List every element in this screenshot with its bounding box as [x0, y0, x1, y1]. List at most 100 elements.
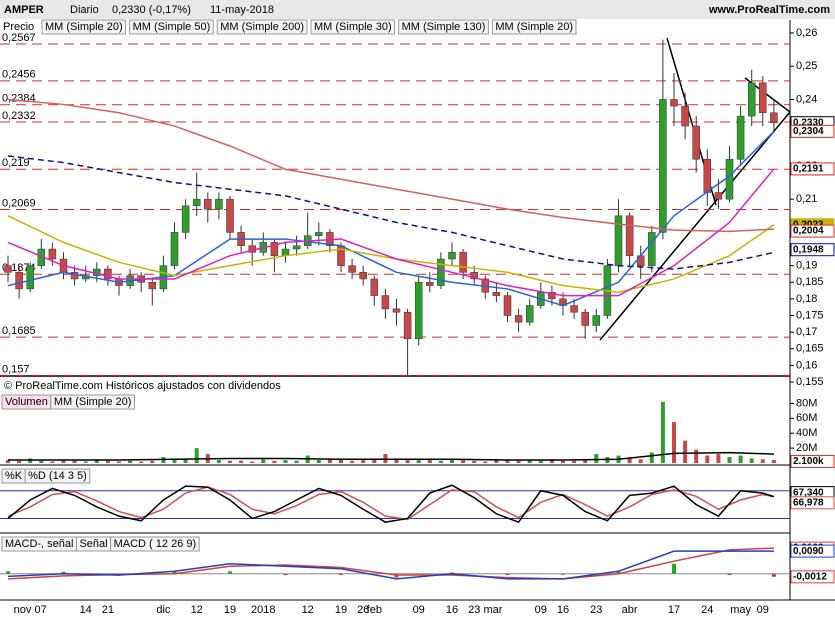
candle-body — [725, 159, 734, 200]
symbol: AMPER — [4, 4, 44, 16]
candle-body — [403, 311, 412, 340]
x-tick-label: 16 — [557, 604, 569, 616]
moving-average — [7, 168, 775, 297]
candle-body — [437, 258, 445, 286]
x-tick-label: 14 — [80, 604, 92, 616]
volume-bar — [194, 448, 199, 463]
candle-body — [181, 205, 190, 233]
legend-box — [491, 19, 577, 35]
y-tick-label: 0,26 — [796, 27, 817, 39]
volume-bar — [94, 459, 99, 463]
histogram-bar — [6, 571, 10, 574]
volume-bar — [638, 459, 643, 463]
candle-body — [26, 265, 34, 290]
histogram-bar — [339, 573, 343, 576]
x-tick-label: feb — [367, 604, 382, 616]
x-tick-label: 2018 — [251, 604, 275, 616]
value-badge — [790, 162, 835, 176]
candle-body — [459, 252, 467, 273]
volume-bar — [117, 461, 121, 463]
x-tick-label: 16 — [446, 604, 458, 616]
legend-entry: MM (Simple 200) — [220, 21, 304, 33]
volume-bar — [361, 460, 366, 463]
y-tick-label: 40M — [796, 427, 817, 439]
level-label: 0,219 — [2, 157, 30, 169]
footer: © ProRealTime.com Históricos ajustados c… — [4, 380, 281, 392]
x-tick-label: 19 — [335, 604, 347, 616]
macd-line — [7, 550, 774, 580]
site: www.ProRealTime.com — [708, 4, 830, 16]
volume-bar — [39, 460, 44, 463]
x-tick-label: may — [730, 604, 751, 616]
volume-bar — [771, 460, 776, 463]
legend-entry: Volumen — [5, 396, 48, 408]
y-tick-label: 0,25 — [796, 60, 817, 72]
level-label: 0,157 — [2, 363, 30, 375]
candle-body — [292, 245, 301, 250]
volume-bar — [494, 460, 499, 463]
volume-bar — [416, 459, 421, 463]
y-tick-label: 0,175 — [796, 309, 824, 321]
level-label: 0,2456 — [2, 69, 36, 81]
candle-body — [747, 82, 756, 117]
legend-box — [24, 468, 91, 484]
legend-entry: MM (Simple 20) — [45, 21, 123, 33]
x-tick-label: 23 mar — [468, 604, 503, 616]
level-label: 0,2567 — [2, 32, 36, 44]
y-tick-label: 20M — [796, 442, 817, 454]
legend-box — [129, 19, 214, 35]
volume-bar — [250, 461, 255, 463]
trendline — [599, 111, 791, 341]
oscillator-line — [7, 484, 775, 524]
y-tick-label: 0,19 — [796, 260, 817, 272]
volume-bar — [427, 460, 432, 463]
histogram-bar — [61, 571, 66, 574]
volume-bar — [660, 401, 665, 463]
volume-average — [8, 451, 774, 461]
volume-bar — [738, 455, 743, 463]
candle-body — [48, 248, 57, 260]
volume-bar — [405, 458, 410, 463]
volume-bar — [760, 459, 765, 463]
candle-body — [736, 115, 745, 160]
value-badge — [790, 454, 835, 468]
volume-bar — [139, 461, 144, 463]
candle-body — [414, 282, 423, 340]
x-tick-label: 09 — [535, 604, 547, 616]
candle-body — [503, 295, 512, 316]
volume-bar — [283, 460, 288, 463]
y-tick-label: 0,185 — [796, 276, 824, 288]
volume-bar — [516, 460, 521, 463]
value-badge-label: 0,1948 — [793, 244, 824, 255]
value-badge — [790, 570, 835, 584]
volume-bar — [216, 460, 221, 463]
volume-bar — [272, 460, 277, 463]
volume-bar — [549, 459, 554, 463]
volume-bar — [594, 454, 599, 463]
candle-body — [636, 255, 645, 266]
oscillator-line — [7, 486, 775, 521]
candle-body — [714, 192, 723, 200]
volume-bar — [105, 460, 110, 463]
y-tick-label: 0,16 — [796, 359, 817, 371]
candle-body — [226, 198, 234, 233]
volume-bar — [150, 460, 155, 463]
value-badge-label: 0,2004 — [793, 226, 824, 237]
volume-bar — [128, 460, 133, 463]
volume-bar — [527, 460, 532, 463]
legend-entry: MM (Simple 20) — [54, 396, 132, 408]
candle-body — [548, 291, 556, 300]
value-badge-label: -0,0012 — [793, 571, 827, 582]
volume-bar — [261, 459, 266, 463]
period: Diario — [70, 4, 99, 16]
candle-body — [670, 99, 678, 107]
value-badge-label: 66,978 — [793, 497, 824, 508]
candle-body — [192, 198, 201, 207]
panel-label: Precio — [3, 21, 34, 33]
value-badge — [790, 496, 835, 510]
value-badge — [790, 124, 835, 138]
volume-bar — [228, 460, 232, 463]
volume-bar — [461, 460, 466, 463]
candle-body — [492, 291, 501, 296]
